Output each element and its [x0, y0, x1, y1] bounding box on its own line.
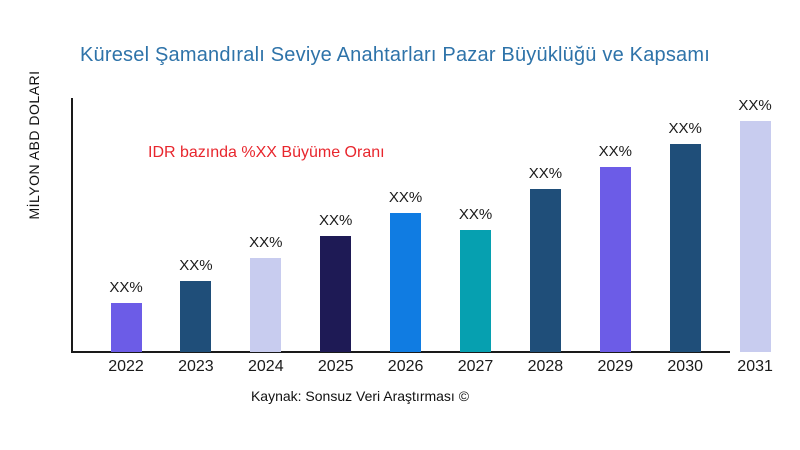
- bar-value-label-2023: XX%: [179, 257, 213, 274]
- y-axis-line: [71, 98, 73, 353]
- chart-title: Küresel Şamandıralı Seviye Anahtarları P…: [80, 44, 710, 66]
- bar-value-label-2025: XX%: [319, 212, 353, 229]
- bar-2030: [669, 144, 701, 352]
- x-tick-label-2029: 2029: [597, 358, 634, 375]
- x-tick-label-2023: 2023: [178, 358, 214, 375]
- bar-2031: [739, 121, 771, 352]
- bar-2022: [110, 303, 142, 352]
- growth-rate-annotation: IDR bazında %XX Büyüme Oranı: [148, 144, 385, 161]
- bar-value-label-2031: XX%: [738, 97, 772, 114]
- bar-value-label-2027: XX%: [458, 206, 493, 223]
- x-tick-label-2028: 2028: [527, 358, 564, 375]
- bar-value-label-2022: XX%: [109, 279, 143, 296]
- bar-2029: [599, 167, 631, 352]
- x-axis-line: [71, 351, 730, 353]
- bar-2024: [250, 258, 282, 352]
- bar-2023: [180, 281, 212, 352]
- x-tick-label-2026: 2026: [387, 358, 424, 375]
- x-tick-label-2024: 2024: [248, 358, 284, 375]
- bar-value-label-2029: XX%: [598, 143, 632, 160]
- bar-2028: [529, 189, 561, 352]
- source-caption: Kaynak: Sonsuz Veri Araştırması ©: [250, 388, 470, 404]
- y-axis-label-text: MİLYON ABD DOLARI: [26, 70, 42, 220]
- bar-2025: [320, 236, 352, 352]
- bar-value-label-2028: XX%: [528, 165, 563, 182]
- bar-value-label-2030: XX%: [668, 120, 702, 137]
- bar-value-label-2026: XX%: [388, 189, 423, 206]
- x-tick-label-2031: 2031: [737, 358, 773, 375]
- bar-2027: [460, 230, 491, 352]
- bar-value-label-2024: XX%: [249, 234, 283, 251]
- x-tick-label-2027: 2027: [457, 358, 494, 375]
- x-tick-label-2022: 2022: [108, 358, 144, 375]
- x-tick-label-2030: 2030: [667, 358, 703, 375]
- bar-2026: [390, 213, 422, 352]
- x-tick-label-2025: 2025: [317, 358, 354, 375]
